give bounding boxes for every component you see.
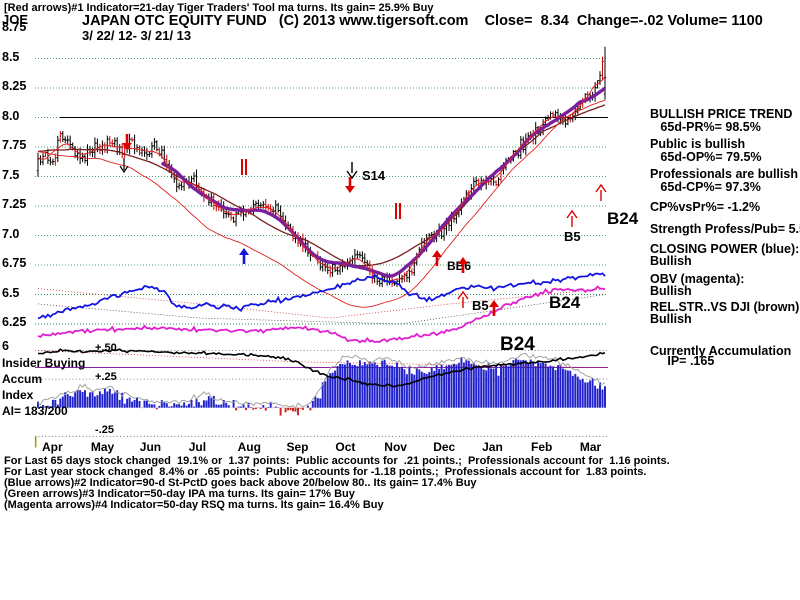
svg-text:B24: B24	[500, 334, 535, 355]
svg-text:B24: B24	[607, 209, 639, 228]
svg-text:B24: B24	[549, 293, 581, 312]
svg-text:S14: S14	[362, 168, 386, 183]
svg-text:B5: B5	[564, 229, 581, 244]
svg-text:B5: B5	[472, 298, 489, 313]
svg-text:BB6: BB6	[447, 259, 471, 273]
